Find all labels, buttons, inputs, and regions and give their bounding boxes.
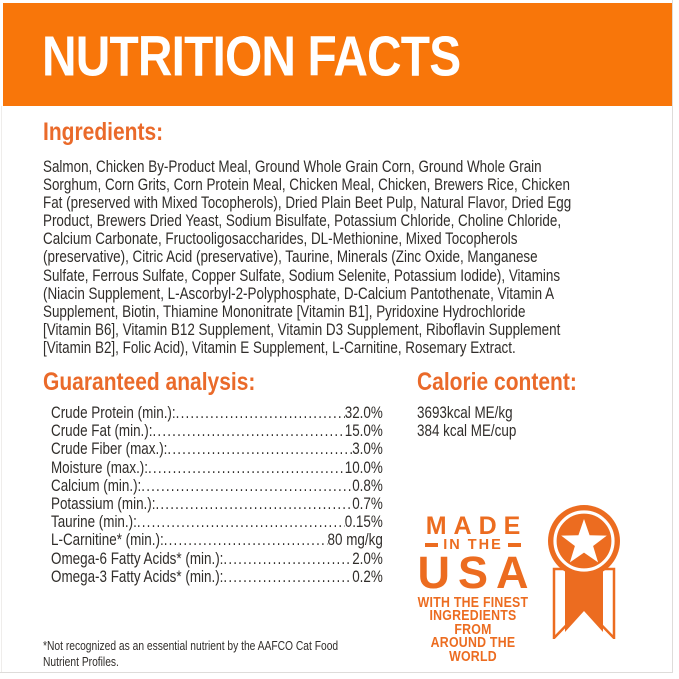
dot-leader (148, 459, 345, 477)
analysis-label: Taurine (min.): (51, 512, 137, 532)
aafco-footnote: *Not recognized as an essential nutrient… (43, 638, 339, 669)
analysis-value: 0.8% (352, 475, 383, 495)
analysis-value: 10.0% (344, 457, 383, 477)
dot-leader (223, 550, 352, 568)
analysis-row: Crude Fat (min.): 15.0% (51, 421, 383, 441)
dot-leader (153, 422, 345, 440)
analysis-label: Omega-6 Fatty Acids* (min.): (51, 548, 224, 568)
analysis-row: Moisture (max.): 10.0% (51, 457, 383, 477)
dot-leader (164, 531, 328, 549)
analysis-row: Omega-6 Fatty Acids* (min.): 2.0% (51, 548, 383, 568)
left-edge-line (1, 106, 2, 672)
analysis-label: Crude Fat (min.): (51, 421, 153, 441)
analysis-row: Crude Fiber (max.): 3.0% (51, 440, 383, 458)
usa-tagline: WITH THE FINEST INGREDIENTS FROM AROUND … (417, 595, 529, 665)
usa-text: USA (417, 547, 537, 598)
analysis-value: 80 mg/kg (327, 530, 383, 550)
analysis-label: L-Carnitine* (min.): (51, 530, 164, 550)
analysis-value: 32.0% (344, 403, 383, 422)
dot-leader (223, 568, 352, 586)
analysis-value: 15.0% (344, 421, 383, 441)
analysis-label: Omega-3 Fatty Acids* (min.): (51, 566, 224, 586)
bottom-edge-line (0, 672, 673, 673)
in-the-row: IN THE (405, 538, 541, 553)
analysis-value: 2.0% (352, 548, 383, 568)
dash-icon (507, 542, 521, 547)
dash-icon (425, 542, 439, 547)
star-medal-ribbon-icon (548, 505, 620, 639)
analysis-row: L-Carnitine* (min.): 80 mg/kg (51, 531, 383, 549)
analysis-row: Crude Protein (min.): 32.0% (51, 403, 383, 422)
analysis-rows: Crude Protein (min.):32.0%Crude Fat (min… (51, 403, 383, 586)
calorie-values: 3693kcal ME/kg 384 kcal ME/cup (417, 403, 517, 440)
calorie-content-heading: Calorie content: (417, 368, 577, 396)
right-edge-line (672, 0, 673, 673)
analysis-value: 0.2% (352, 566, 383, 586)
dot-leader (167, 440, 352, 458)
made-text: MADE (425, 512, 528, 540)
dot-leader (176, 404, 345, 422)
analysis-row: Omega-3 Fatty Acids* (min.): 0.2% (51, 566, 383, 586)
analysis-row: Taurine (min.): 0.15% (51, 512, 383, 532)
guaranteed-analysis-heading: Guaranteed analysis: (43, 368, 256, 396)
ingredients-heading: Ingredients: (43, 118, 164, 146)
ingredients-text: Salmon, Chicken By-Product Meal, Ground … (43, 157, 572, 357)
analysis-value: 3.0% (352, 439, 383, 459)
dot-leader (141, 477, 352, 495)
analysis-label: Potassium (min.): (51, 493, 156, 513)
analysis-row: Potassium (min.): 0.7% (51, 493, 383, 513)
analysis-label: Crude Fiber (max.): (51, 439, 168, 459)
analysis-value: 0.15% (344, 512, 383, 532)
analysis-row: Calcium (min.): 0.8% (51, 475, 383, 495)
dot-leader (155, 495, 352, 513)
analysis-value: 0.7% (352, 493, 383, 513)
page-title: NUTRITION FACTS (42, 24, 461, 88)
analysis-label: Moisture (max.): (51, 457, 149, 477)
dot-leader (137, 513, 345, 531)
header-bar: NUTRITION FACTS (3, 3, 672, 106)
made-in-usa-badge: MADE IN THE USA WITH THE FINEST INGREDIE… (405, 512, 541, 664)
in-the-text: IN THE (443, 537, 503, 553)
analysis-label: Crude Protein (min.): (51, 403, 176, 422)
analysis-label: Calcium (min.): (51, 475, 142, 495)
